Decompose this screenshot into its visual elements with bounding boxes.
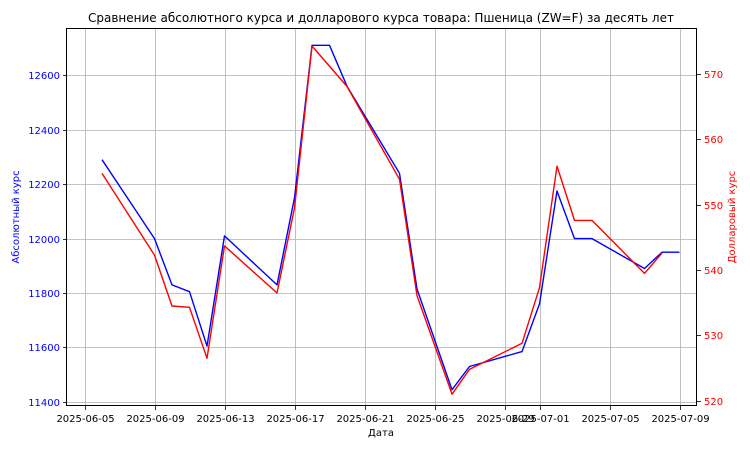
x-tick-label: 2025-06-05 <box>56 414 114 425</box>
x-tick-label: 2025-06-25 <box>406 414 464 425</box>
series-line-absolute <box>101 44 680 391</box>
y-left-tick-label: 12600 <box>28 71 60 82</box>
series-line-dollar <box>101 45 663 395</box>
y-axis-left: 11400 11600 11800 12000 12200 12400 12600 <box>28 71 67 409</box>
y-axis-left-label: Абсолютный курс <box>11 170 22 263</box>
x-tick-label: 2025-06-21 <box>336 414 394 425</box>
series-layer <box>101 44 680 395</box>
y-right-tick-label: 530 <box>704 331 723 342</box>
grid-layer <box>67 29 697 406</box>
x-tick-label: 2025-07-01 <box>511 414 569 425</box>
x-axis-label: Дата <box>368 428 394 439</box>
y-right-tick-label: 550 <box>704 201 723 212</box>
y-right-tick-label: 540 <box>704 266 723 277</box>
y-left-tick-label: 12000 <box>28 235 60 246</box>
x-tick-label: 2025-06-09 <box>126 414 184 425</box>
y-left-tick-label: 12200 <box>28 180 60 191</box>
x-tick-label: 2025-06-13 <box>196 414 254 425</box>
x-tick-label: 2025-07-05 <box>581 414 639 425</box>
y-right-tick-label: 560 <box>704 135 723 146</box>
y-left-tick-label: 12400 <box>28 126 60 137</box>
x-tick-label: 2025-07-09 <box>651 414 709 425</box>
y-left-tick-label: 11600 <box>28 343 60 354</box>
chart-title: Сравнение абсолютного курса и долларовог… <box>88 11 674 25</box>
plot-frame <box>66 28 697 406</box>
y-right-tick-label: 570 <box>704 70 723 81</box>
y-axis-right: 520 530 540 550 560 570 <box>697 70 723 408</box>
y-right-tick-label: 520 <box>704 397 723 408</box>
y-left-tick-label: 11400 <box>28 398 60 409</box>
x-tick-label: 2025-06-17 <box>266 414 324 425</box>
x-axis: 2025-06-05 2025-06-09 2025-06-13 2025-06-17… <box>56 406 710 425</box>
y-left-tick-label: 11800 <box>28 289 60 300</box>
y-axis-right-label: Долларовый курс <box>727 171 738 264</box>
x-tick-label: 2025-06-29 <box>476 414 534 425</box>
